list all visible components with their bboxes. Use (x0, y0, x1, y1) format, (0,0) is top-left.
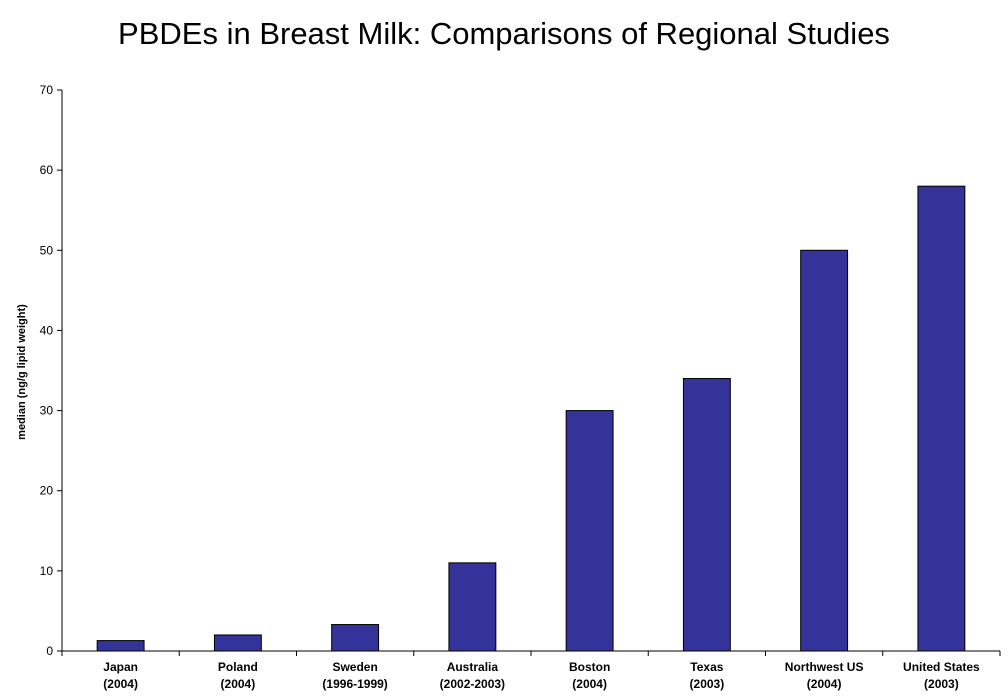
y-tick-label: 20 (40, 484, 54, 498)
x-category-period-label: (2004) (572, 677, 607, 691)
bar-northwest-us (800, 249, 849, 652)
bar-australia (448, 562, 497, 652)
bar-sweden (331, 624, 380, 652)
x-category-period-label: (2003) (924, 677, 959, 691)
x-category-label: Boston (569, 660, 610, 674)
bar-japan (96, 640, 145, 652)
x-category-label: Poland (218, 660, 258, 674)
y-tick-label: 30 (40, 404, 54, 418)
x-category-label: Japan (103, 660, 138, 674)
x-category-label: United States (903, 660, 980, 674)
y-tick-label: 10 (40, 564, 54, 578)
y-tick-label: 70 (40, 83, 54, 97)
x-category-period-label: (2004) (103, 677, 138, 691)
bar-poland (213, 634, 262, 652)
x-category-period-label: (1996-1999) (322, 677, 387, 691)
x-category-period-label: (2004) (807, 677, 842, 691)
x-category-period-label: (2004) (221, 677, 256, 691)
chart-title: PBDEs in Breast Milk: Comparisons of Reg… (118, 16, 890, 51)
bar-texas (682, 378, 731, 652)
bar-united-states (917, 185, 966, 652)
x-category-label: Sweden (332, 660, 377, 674)
x-category-label: Australia (447, 660, 499, 674)
x-category-period-label: (2002-2003) (440, 677, 505, 691)
y-tick-label: 60 (40, 163, 54, 177)
x-category-label: Texas (690, 660, 723, 674)
x-category-period-label: (2003) (690, 677, 725, 691)
x-category-label: Northwest US (785, 660, 864, 674)
y-tick-label: 0 (46, 644, 53, 658)
y-tick-label: 50 (40, 243, 54, 257)
y-tick-label: 40 (40, 323, 54, 337)
bar-boston (565, 410, 614, 652)
